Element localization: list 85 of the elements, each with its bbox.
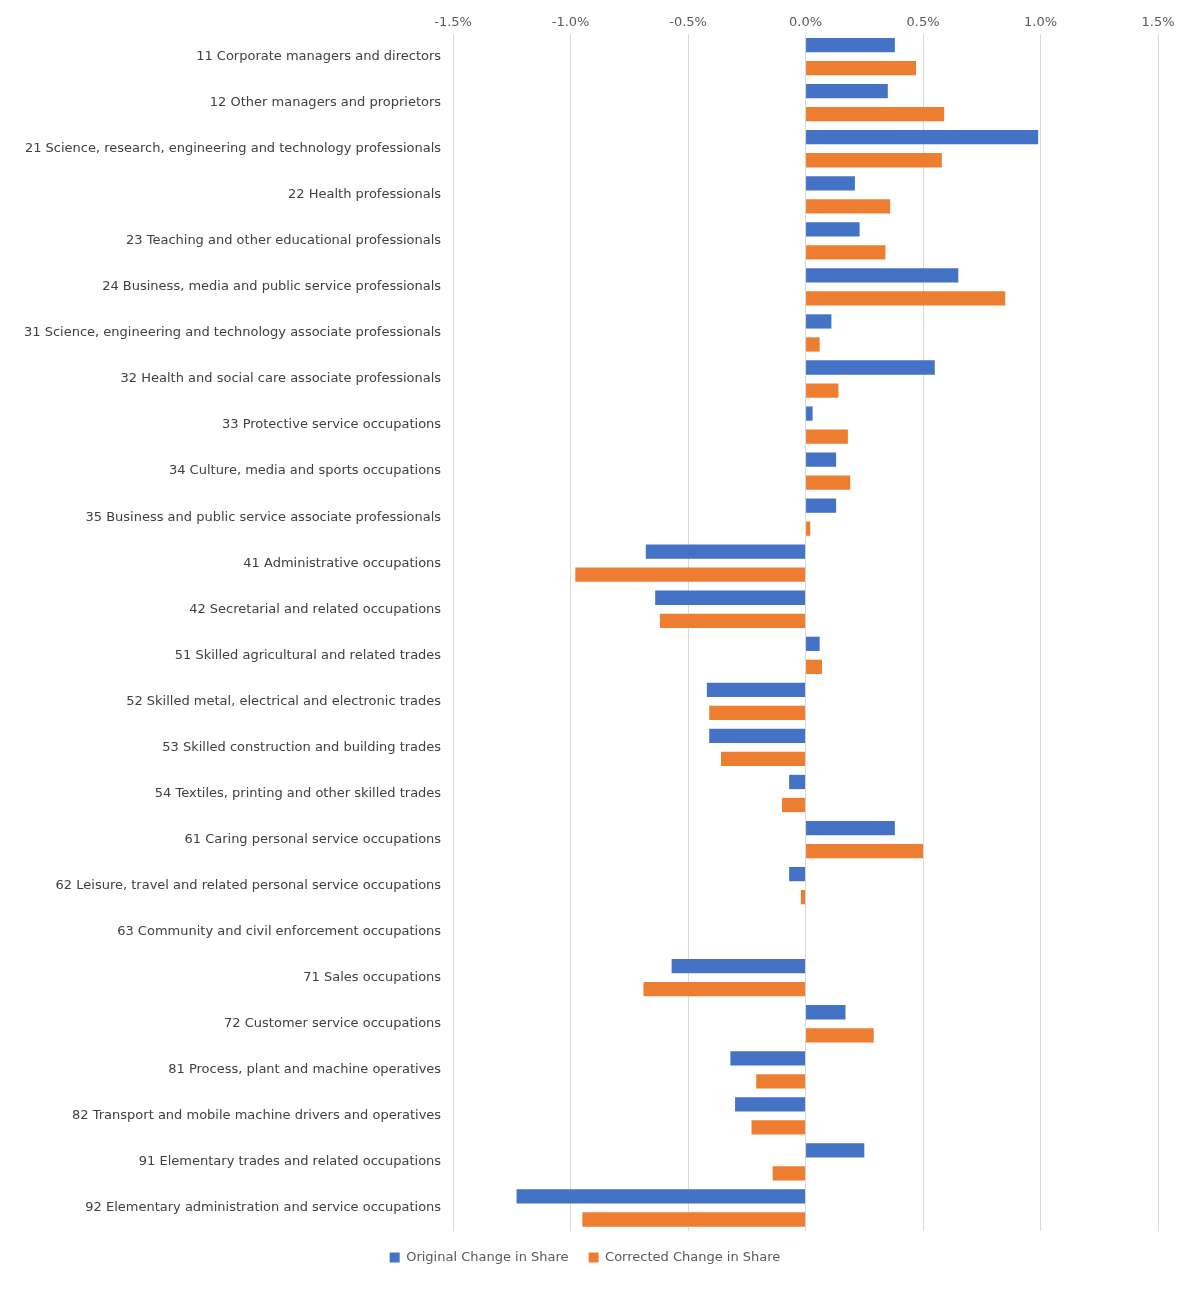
bar — [806, 84, 888, 99]
bar — [806, 429, 848, 444]
y-tick-label: 12 Other managers and proprietors — [209, 94, 442, 110]
bar — [659, 613, 806, 628]
bar — [806, 153, 942, 168]
y-tick-label: 35 Business and public service associate professionals — [85, 508, 442, 524]
bar — [806, 383, 839, 398]
bar — [806, 659, 823, 674]
x-tick-label: 1.0% — [1024, 14, 1058, 30]
y-tick-label: 82 Transport and mobile machine drivers and operatives — [72, 1107, 442, 1123]
y-tick-label: 42 Secretarial and related occupations — [189, 600, 442, 616]
y-tick-label: 53 Skilled construction and building trades — [162, 738, 442, 754]
y-tick-label: 33 Protective service occupations — [221, 416, 442, 432]
bar — [806, 1143, 865, 1158]
x-tick-label: -1.0% — [551, 14, 590, 30]
bar — [806, 199, 891, 214]
bar — [730, 1051, 806, 1066]
bar — [516, 1189, 806, 1204]
bar — [806, 222, 860, 237]
bar — [806, 452, 837, 467]
bar — [806, 521, 811, 536]
bar — [806, 245, 886, 260]
bar — [806, 314, 832, 329]
x-tick-label: -1.5% — [434, 14, 472, 30]
y-tick-label: 24 Business, media and public service professionals — [102, 278, 442, 294]
bar — [806, 498, 837, 513]
bar — [582, 1212, 806, 1227]
bar — [789, 774, 806, 790]
bar — [720, 751, 806, 767]
y-tick-label: 62 Leisure, travel and related personal service occupations — [55, 876, 442, 892]
bar — [772, 1166, 806, 1181]
bar — [806, 360, 935, 375]
y-tick-label: 63 Community and civil enforcement occupations — [117, 923, 442, 939]
x-tick-label: -0.5% — [669, 14, 707, 30]
bar — [806, 107, 945, 122]
x-tick-label: 0.0% — [789, 14, 823, 30]
bar — [806, 1028, 874, 1043]
y-tick-label: 72 Customer service occupations — [224, 1015, 442, 1031]
y-tick-label: 92 Elementary administration and service occupations — [85, 1199, 442, 1215]
y-tick-label: 31 Science, engineering and technology associate professionals — [23, 324, 442, 340]
bar — [806, 1005, 846, 1020]
y-tick-label: 22 Health professionals — [288, 186, 442, 202]
bar — [782, 797, 806, 813]
x-tick-label: 1.5% — [1141, 14, 1175, 30]
y-tick-label: 91 Elementary trades and related occupations — [138, 1153, 442, 1169]
bar — [806, 337, 820, 352]
bar — [671, 959, 806, 974]
y-tick-label: 81 Process, plant and machine operatives — [168, 1061, 442, 1077]
bar — [806, 475, 851, 490]
bar — [709, 705, 806, 721]
bar — [806, 406, 813, 421]
y-tick-label: 41 Administrative occupations — [243, 554, 442, 570]
x-tick-label: 0.5% — [906, 14, 940, 30]
bar — [806, 820, 895, 836]
y-tick-label: 21 Science, research, engineering and technology professionals — [24, 140, 442, 156]
y-tick-label: 61 Caring personal service occupations — [184, 830, 442, 846]
bar — [806, 636, 820, 651]
bar — [806, 61, 916, 76]
y-tick-label: 52 Skilled metal, electrical and electronic trades — [126, 692, 442, 708]
bar — [806, 268, 959, 283]
legend-label: Original Change in Share — [406, 1248, 569, 1264]
y-tick-label: 54 Textiles, printing and other skilled trades — [154, 784, 442, 800]
bar — [655, 590, 806, 605]
bar — [575, 567, 806, 582]
bar — [806, 130, 1039, 145]
bar — [643, 982, 806, 997]
bar — [709, 728, 806, 744]
bar — [735, 1097, 806, 1112]
y-tick-label: 32 Health and social care associate professionals — [120, 370, 442, 386]
bar — [751, 1120, 806, 1135]
bar — [806, 291, 1006, 306]
legend-label: Corrected Change in Share — [605, 1248, 781, 1264]
y-tick-label: 71 Sales occupations — [303, 969, 442, 985]
y-tick-label: 34 Culture, media and sports occupations — [168, 462, 442, 478]
bar — [706, 682, 806, 698]
bar — [800, 889, 806, 905]
bar — [756, 1074, 806, 1089]
bar — [806, 176, 855, 191]
bar — [806, 37, 895, 53]
y-tick-label: 51 Skilled agricultural and related trades — [174, 646, 442, 662]
y-tick-label: 11 Corporate managers and directors — [196, 48, 442, 63]
bar — [806, 843, 924, 859]
y-tick-label: 23 Teaching and other educational professionals — [126, 232, 442, 248]
bar — [645, 544, 806, 559]
bar — [789, 866, 806, 882]
